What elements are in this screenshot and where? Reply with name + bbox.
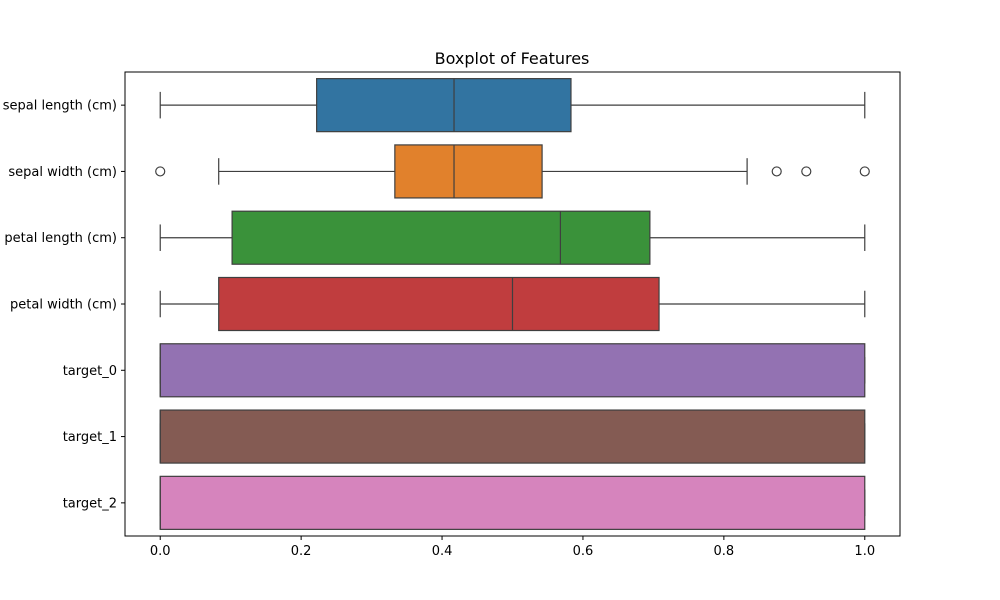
y-tick-label: sepal width (cm): [8, 165, 117, 180]
outlier-point: [155, 166, 166, 177]
box-group: [159, 78, 866, 133]
iqr-box: [218, 276, 660, 332]
x-tick-label: 0.0: [150, 544, 171, 559]
x-tick-label: 0.2: [291, 544, 312, 559]
box-group: [159, 475, 866, 530]
y-tick-label: petal length (cm): [4, 231, 117, 246]
y-tick-label: petal width (cm): [10, 298, 117, 313]
iqr-box: [231, 210, 651, 265]
x-tick-label: 0.6: [573, 544, 594, 559]
y-tick-label: sepal length (cm): [3, 99, 117, 114]
box-group: [159, 409, 866, 464]
iqr-box: [159, 409, 866, 464]
box-group: [159, 276, 866, 332]
iqr-box: [159, 475, 866, 530]
x-tick-label: 0.8: [714, 544, 735, 559]
chart-title: Boxplot of Features: [435, 49, 590, 68]
y-tick-label: target_2: [63, 496, 117, 511]
box-group: [159, 343, 866, 398]
box-group: [155, 144, 870, 199]
outlier-point: [801, 166, 812, 177]
y-tick-label: target_0: [63, 364, 117, 379]
iqr-box: [316, 78, 572, 133]
plot-area: [155, 78, 870, 530]
x-tick-label: 1.0: [854, 544, 875, 559]
y-axis: sepal length (cm) sepal width (cm) petal l…: [3, 99, 125, 511]
outlier-point: [859, 166, 870, 177]
iqr-box: [394, 144, 543, 199]
iqr-box: [159, 343, 866, 398]
y-tick-label: target_1: [63, 430, 117, 445]
x-axis: 0.0 0.2 0.4 0.6 0.8 1.0: [150, 536, 875, 559]
x-tick-label: 0.4: [432, 544, 453, 559]
box-group: [159, 210, 866, 265]
outlier-point: [771, 166, 782, 177]
